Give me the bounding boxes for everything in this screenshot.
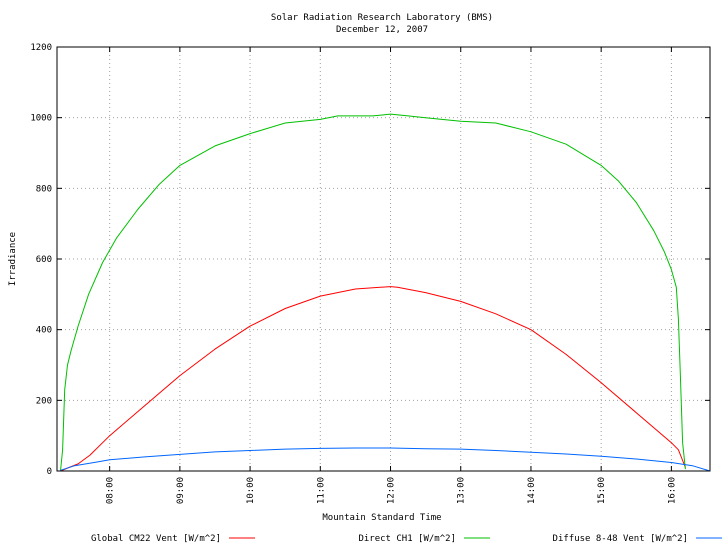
plot-frame [56, 46, 711, 472]
y-tick-label: 600 [36, 255, 52, 265]
legend-label: Direct CH1 [W/m^2] [358, 534, 456, 544]
x-tick-label: 16:00 [667, 477, 677, 504]
x-tick-label: 10:00 [246, 477, 256, 504]
y-tick-label: 200 [36, 396, 52, 406]
grid [57, 47, 710, 471]
x-tick-label: 11:00 [316, 477, 326, 504]
chart-title: Solar Radiation Research Laboratory (BMS… [271, 13, 493, 23]
x-tick-label: 09:00 [176, 477, 186, 504]
series-lines [60, 113, 711, 472]
axis-ticks: 0 200 400 600 800 1000 1200 08:00 09:00 10:00 11:0… [30, 43, 710, 504]
series-line-2 [60, 113, 686, 472]
series-line-1 [60, 286, 686, 472]
x-tick-label: 13:00 [457, 477, 467, 504]
x-tick-label: 12:00 [387, 477, 397, 504]
x-axis-label: Mountain Standard Time [322, 513, 441, 523]
chart-subtitle: December 12, 2007 [336, 25, 428, 35]
y-tick-label: 1000 [30, 114, 52, 124]
y-axis-label: Irradiance [8, 232, 18, 286]
legend: Global CM22 Vent [W/m^2] Direct CH1 [W/m^… [91, 534, 722, 544]
y-tick-label: 0 [47, 467, 52, 477]
x-tick-label: 14:00 [527, 477, 537, 504]
legend-label: Global CM22 Vent [W/m^2] [91, 534, 221, 544]
legend-label: Diffuse 8-48 Vent [W/m^2] [553, 534, 688, 544]
y-tick-label: 400 [36, 326, 52, 336]
y-tick-label: 800 [36, 184, 52, 194]
x-tick-label: 08:00 [106, 477, 116, 504]
y-tick-label: 1200 [30, 43, 52, 53]
x-tick-label: 15:00 [597, 477, 607, 504]
series-line-3 [60, 447, 711, 472]
